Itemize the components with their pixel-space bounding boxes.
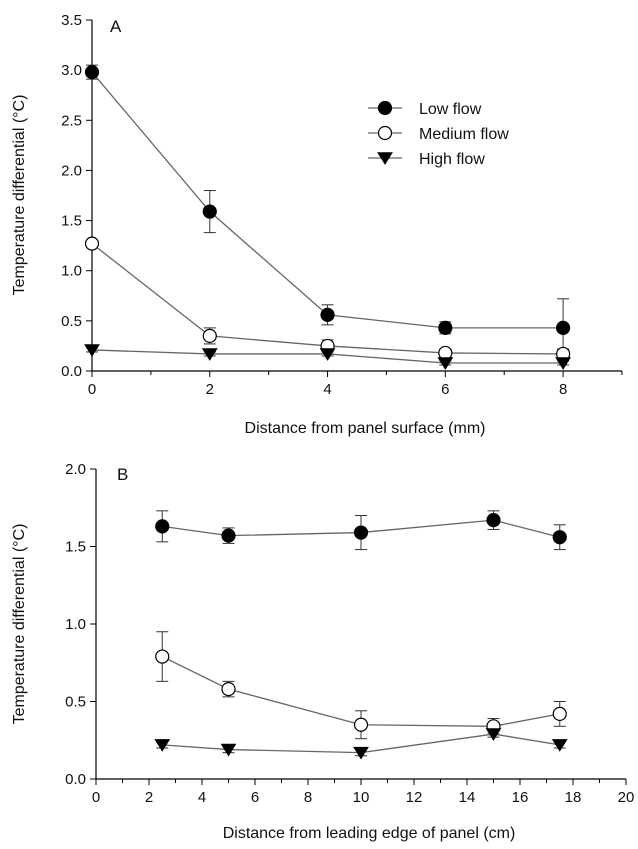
panel-b-medium-flow-point	[353, 717, 369, 732]
panel-b-x-tick-label: 14	[459, 789, 476, 806]
panel-a-y-tick-label: 2.5	[61, 112, 82, 129]
panel-b-y-tick-label: 2.0	[65, 461, 86, 478]
panel-a-x-tick-label: 2	[206, 381, 214, 398]
panel-b-high-flow-point	[485, 728, 502, 741]
panel-a-y-tick-label: 2.0	[61, 162, 82, 179]
panel-a-high-flow-point	[437, 357, 454, 370]
panel-b-series-medium-flow	[155, 631, 567, 740]
panel-a-x-tick-label: 4	[323, 381, 331, 398]
panel-a-label: A	[110, 17, 122, 36]
panel-a: A Temperature differential (°C) Distance…	[11, 12, 623, 437]
legend-high-flow-marker	[377, 152, 393, 165]
panel-b-high-flow-point	[353, 746, 369, 760]
panel-b-x-tick-label: 20	[618, 789, 635, 806]
panel-a-y-tick-label: 1.0	[61, 263, 82, 280]
panel-b-medium-flow-point	[155, 649, 170, 664]
panel-b-x-tick-label: 4	[198, 789, 206, 806]
panel-a-low-flow-line	[91, 71, 564, 329]
panel-b-y-axis-label: Temperature differential (°C)	[11, 524, 28, 725]
panel-b-x-tick-label: 6	[251, 789, 259, 806]
legend-high-flow-label: High flow	[419, 151, 485, 168]
panel-a-x-tick-label: 0	[88, 381, 96, 398]
panel-a-low-flow-point	[84, 65, 100, 80]
panel-b-low-flow-point	[353, 525, 369, 540]
panel-b-x-tick-label: 0	[92, 789, 100, 806]
panel-b-low-flow-point	[486, 513, 501, 528]
panel-b-x-tick-label: 18	[565, 789, 582, 806]
panel-b-high-flow-point	[154, 739, 171, 752]
panel-a-series-high-flow	[84, 344, 572, 370]
panel-a-high-flow-point	[555, 357, 572, 370]
panel-b-y-tick-label: 0.5	[65, 694, 86, 711]
panel-b-y-tick-label: 0.0	[65, 771, 86, 788]
panel-a-high-flow-point	[84, 344, 100, 357]
panel-b-x-tick-label: 8	[304, 789, 312, 806]
legend-medium-flow-label: Medium flow	[419, 126, 509, 143]
panel-a-low-flow-point	[320, 307, 335, 322]
legend-low-flow-marker	[377, 100, 393, 116]
panel-b-y-tick-label: 1.0	[65, 616, 86, 633]
panel-a-series-medium-flow	[84, 236, 571, 362]
panel-a-x-axis-label: Distance from panel surface (mm)	[245, 420, 486, 437]
legend-low-flow-label: Low flow	[419, 101, 482, 118]
panel-a-high-flow-point	[319, 348, 336, 361]
panel-b-x-axis-label: Distance from leading edge of panel (cm)	[223, 825, 516, 842]
panel-a-x-tick-label: 8	[559, 381, 567, 398]
panel-b-low-flow-point	[155, 519, 170, 534]
panel-b-series-high-flow	[154, 728, 568, 760]
panel-a-y-tick-label: 1.5	[61, 213, 82, 230]
panel-a-y-axis-label: Temperature differential (°C)	[11, 95, 28, 296]
panel-b-label: B	[117, 465, 128, 484]
panel-b-y-tick-label: 1.5	[65, 539, 86, 556]
panel-b-high-flow-point	[220, 743, 237, 757]
panel-b: B Temperature differential (°C) Distance…	[11, 461, 634, 842]
panel-a-low-flow-point	[202, 204, 217, 219]
panel-b-low-flow-point	[552, 530, 567, 545]
panel-b-medium-flow-point	[221, 681, 236, 697]
panel-b-x-tick-label: 10	[353, 789, 370, 806]
panel-a-y-tick-label: 0.0	[61, 363, 82, 380]
panel-a-medium-flow-line	[91, 243, 564, 355]
panel-a-series-low-flow	[84, 64, 571, 358]
panel-a-y-tick-label: 3.0	[61, 62, 82, 79]
panel-b-medium-flow-point	[552, 706, 567, 722]
panel-a-x-tick-label: 6	[441, 381, 449, 398]
panel-a-medium-flow-point	[202, 328, 217, 343]
panel-a-low-flow-point	[556, 320, 571, 335]
panel-a-low-flow-point	[438, 320, 453, 335]
panel-b-high-flow-point	[551, 739, 568, 752]
panel-a-y-tick-label: 3.5	[61, 12, 82, 29]
panel-b-x-tick-label: 12	[406, 789, 423, 806]
panel-b-x-tick-label: 2	[145, 789, 153, 806]
panel-a-legend: Low flow Medium flow High flow	[368, 100, 509, 168]
panel-a-medium-flow-point	[84, 236, 100, 251]
panel-b-low-flow-point	[221, 528, 236, 543]
legend-medium-flow-marker	[377, 125, 393, 141]
panel-a-high-flow-point	[201, 348, 218, 361]
panel-b-x-tick-label: 16	[512, 789, 529, 806]
panel-a-y-tick-label: 0.5	[61, 313, 82, 330]
panel-b-series-low-flow	[155, 510, 567, 551]
